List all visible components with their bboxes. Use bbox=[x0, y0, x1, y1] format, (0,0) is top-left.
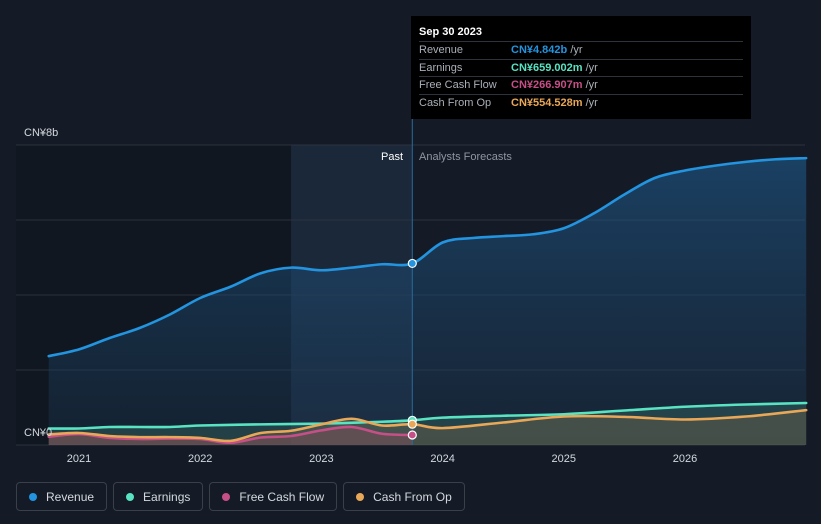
tooltip-label: Free Cash Flow bbox=[419, 79, 497, 91]
x-tick-label: 2022 bbox=[188, 453, 212, 465]
tooltip-unit: /yr bbox=[570, 44, 583, 56]
tooltip-row-earnings: Earnings CN¥659.002m /yr bbox=[419, 58, 743, 77]
tooltip-value: CN¥659.002m bbox=[511, 61, 583, 74]
tooltip-unit: /yr bbox=[585, 79, 598, 91]
x-axis-ticks: 2021 2022 2023 2024 2025 2026 bbox=[67, 453, 697, 465]
series-line-revenue bbox=[47, 156, 808, 358]
legend-label: Revenue bbox=[46, 489, 95, 504]
series-line-cash-from-op bbox=[47, 408, 808, 443]
tooltip-unit: /yr bbox=[585, 61, 598, 74]
series-lines bbox=[47, 156, 808, 445]
tooltip-value: CN¥266.907m bbox=[511, 79, 583, 91]
series-area-revenue bbox=[48, 158, 807, 445]
legend-dot-icon bbox=[126, 492, 135, 501]
x-tick-label: 2024 bbox=[430, 453, 454, 465]
x-tick-label: 2023 bbox=[309, 453, 333, 465]
series-line-earnings bbox=[47, 401, 808, 430]
legend-item-cash-from-op[interactable]: Cash From Op bbox=[343, 482, 465, 511]
tooltip: Sep 30 2023 Revenue CN¥4.842b /yr Earnin… bbox=[411, 16, 751, 119]
legend-dot-icon bbox=[356, 492, 365, 501]
past-label: Past bbox=[381, 151, 403, 163]
x-tick-label: 2021 bbox=[67, 453, 91, 465]
tooltip-date: Sep 30 2023 bbox=[419, 26, 482, 38]
tooltip-unit: /yr bbox=[585, 96, 598, 109]
legend-label: Earnings bbox=[143, 489, 191, 504]
legend: Revenue Earnings Free Cash Flow Cash Fro… bbox=[16, 482, 465, 511]
series-area-earnings bbox=[48, 403, 807, 445]
y-axis-top-label: CN¥8b bbox=[24, 127, 58, 139]
tooltip-row-free-cash-flow: Free Cash Flow CN¥266.907m /yr bbox=[419, 76, 743, 94]
legend-dot-icon bbox=[29, 492, 37, 501]
legend-label: Cash From Op bbox=[373, 489, 452, 504]
tooltip-value: CN¥4.842b bbox=[511, 44, 568, 56]
tooltip-label: Revenue bbox=[419, 44, 464, 56]
tooltip-row-cash-from-op: Cash From Op CN¥554.528m /yr bbox=[419, 93, 743, 112]
marker-free-cash-flow bbox=[407, 430, 417, 440]
y-axis-bottom-label: CN¥0 bbox=[24, 427, 52, 439]
marker-revenue bbox=[407, 258, 417, 269]
forecast-label: Analysts Forecasts bbox=[419, 151, 512, 163]
tooltip-label: Cash From Op bbox=[419, 96, 492, 109]
tooltip-row-revenue: Revenue CN¥4.842b /yr bbox=[419, 41, 743, 59]
legend-dot-icon bbox=[222, 492, 231, 501]
tooltip-label: Earnings bbox=[419, 61, 463, 74]
legend-label: Free Cash Flow bbox=[239, 489, 325, 504]
hover-markers bbox=[407, 258, 417, 440]
marker-cash-from-op bbox=[407, 419, 417, 429]
x-tick-label: 2026 bbox=[673, 453, 697, 465]
legend-item-earnings[interactable]: Earnings bbox=[113, 482, 204, 511]
series-line-free-cash-flow bbox=[47, 425, 414, 445]
tooltip-value: CN¥554.528m bbox=[511, 96, 583, 109]
legend-item-revenue[interactable]: Revenue bbox=[16, 482, 108, 511]
legend-item-free-cash-flow[interactable]: Free Cash Flow bbox=[209, 482, 338, 511]
x-tick-label: 2025 bbox=[552, 453, 576, 465]
